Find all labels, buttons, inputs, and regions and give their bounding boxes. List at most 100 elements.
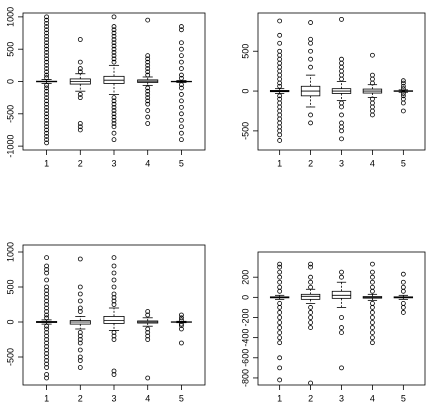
outlier [44, 117, 49, 123]
outlier [77, 284, 83, 290]
outlier [44, 298, 49, 304]
outlier [277, 305, 283, 310]
outlier [308, 64, 313, 70]
outlier [44, 53, 49, 59]
outlier [277, 56, 283, 62]
outlier [179, 326, 184, 332]
outlier [277, 320, 283, 325]
outlier [77, 358, 83, 363]
y-tick-label: -800 [240, 369, 250, 387]
outlier [370, 335, 375, 341]
outlier [339, 112, 344, 118]
outlier [179, 340, 184, 346]
outlier [400, 108, 406, 114]
y-tick-label: -600 [240, 349, 250, 367]
outlier [277, 120, 283, 126]
outlier [44, 302, 49, 307]
outlier [145, 337, 151, 342]
outlier [370, 100, 375, 106]
outlier [44, 309, 49, 314]
outlier [339, 16, 344, 22]
outlier [145, 309, 151, 314]
outlier [111, 270, 117, 276]
outlier [145, 101, 151, 107]
outlier [111, 298, 117, 304]
outlier [111, 130, 117, 136]
outlier [44, 312, 49, 318]
outlier [44, 337, 49, 342]
outlier [179, 46, 184, 52]
outlier [111, 104, 117, 110]
outlier [44, 344, 49, 349]
x-tick-label: 2 [78, 393, 83, 403]
outlier [400, 279, 406, 285]
outlier [308, 120, 313, 126]
outlier [44, 284, 49, 290]
outlier [277, 340, 283, 346]
x-tick-label: 3 [339, 393, 344, 403]
outlier [370, 112, 375, 118]
outlier [145, 98, 151, 104]
outlier [277, 96, 283, 102]
outlier [44, 27, 49, 33]
x-tick-label: 1 [277, 158, 282, 168]
outlier [179, 59, 184, 65]
outlier [145, 59, 151, 65]
x-tick-label: 2 [78, 158, 83, 168]
outlier [339, 330, 344, 336]
outlier [339, 104, 344, 110]
outlier [277, 60, 283, 66]
outlier [111, 53, 117, 59]
outlier [111, 40, 117, 46]
outlier [145, 330, 151, 335]
outlier [277, 68, 283, 74]
outlier [77, 37, 83, 42]
outlier [111, 30, 117, 36]
outlier [44, 40, 49, 46]
outlier [308, 112, 313, 118]
outlier [145, 66, 151, 71]
outlier [179, 323, 184, 328]
outlier [370, 315, 375, 320]
outlier [77, 124, 83, 130]
outlier [44, 361, 49, 367]
outlier [44, 134, 49, 139]
outlier [179, 53, 184, 59]
x-tick-label: 3 [111, 393, 116, 403]
outlier [44, 333, 49, 339]
outlier [44, 111, 49, 117]
outlier [400, 91, 406, 96]
outlier [400, 83, 406, 89]
outlier [44, 95, 49, 101]
outlier [277, 48, 283, 54]
outlier [308, 320, 313, 325]
outlier [77, 66, 83, 71]
outlier [400, 78, 406, 84]
outlier [370, 310, 375, 315]
outlier [44, 37, 49, 42]
x-tick-label: 3 [339, 158, 344, 168]
outlier [277, 104, 283, 110]
outlier [111, 137, 117, 143]
outlier [44, 72, 49, 78]
x-tick-label: 1 [44, 393, 49, 403]
outlier [44, 14, 49, 20]
outlier [179, 40, 184, 46]
outlier [145, 121, 151, 126]
outlier [111, 337, 117, 342]
outlier [308, 261, 313, 267]
outlier [277, 315, 283, 320]
outlier [339, 68, 344, 74]
outlier [44, 330, 49, 335]
outlier [308, 305, 313, 310]
outlier [277, 264, 283, 270]
outlier [308, 56, 313, 62]
outlier [145, 108, 151, 113]
outlier [111, 295, 117, 300]
y-tick-label: 500 [5, 279, 15, 294]
outlier [308, 274, 313, 280]
outlier [77, 95, 83, 101]
outlier [44, 351, 49, 356]
outlier [44, 372, 49, 377]
outlier [277, 365, 283, 371]
